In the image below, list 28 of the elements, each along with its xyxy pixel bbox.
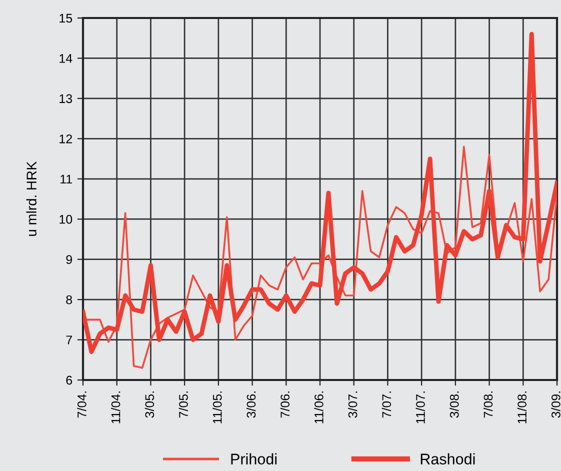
x-tick-label: 7/05.	[178, 392, 188, 418]
y-tick-label: 15	[60, 14, 72, 23]
x-tick-label: 11/04.	[111, 392, 120, 424]
legend-label: Prihodi	[231, 453, 277, 464]
x-tick-label: 3/08.	[450, 392, 459, 418]
y-tick-label: 9	[66, 255, 72, 264]
x-tick-label: 11/07.	[416, 392, 425, 424]
x-tick-label: 7/08.	[483, 392, 493, 418]
y-tick-label: 13	[60, 94, 72, 104]
y-tick-label: 14	[60, 54, 72, 63]
x-tick-label: 11/08.	[517, 392, 526, 424]
x-tick-label: 7/06.	[280, 392, 290, 418]
legend-label: Rashodi	[420, 453, 475, 464]
x-tick-label: 7/07.	[382, 392, 392, 418]
y-tick-label: 11	[60, 174, 72, 184]
y-tick-label: 10	[60, 214, 72, 224]
x-tick-label: 7/04.	[77, 392, 86, 418]
y-tick-label: 8	[66, 295, 72, 304]
x-tick-label: 11/05.	[212, 392, 222, 424]
y-tick-label: 7	[66, 336, 72, 344]
y-tick-label: 12	[60, 134, 72, 144]
x-tick-label: 3/06.	[246, 392, 256, 418]
y-tick-label: 6	[66, 376, 72, 385]
x-tick-label: 3/09.	[551, 392, 560, 418]
x-tick-label: 3/07.	[348, 392, 358, 418]
x-tick-label: 3/05.	[144, 392, 154, 418]
x-tick-label: 11/06.	[314, 392, 324, 424]
y-axis-title: u mlrd. HRK	[26, 161, 36, 236]
